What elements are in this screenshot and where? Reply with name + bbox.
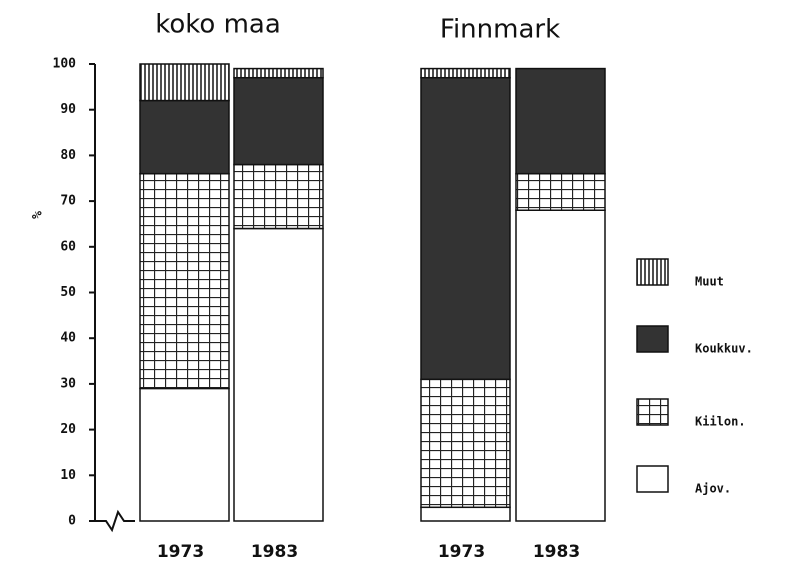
y-tick-label: 50 bbox=[60, 285, 76, 300]
bar-segment bbox=[233, 163, 324, 230]
bar-segment bbox=[139, 172, 230, 390]
bar-segment bbox=[515, 209, 606, 522]
axis-break bbox=[95, 509, 135, 533]
bar-segment bbox=[420, 378, 511, 509]
bar-segment bbox=[139, 99, 230, 175]
legend-label: Koukkuv. bbox=[695, 342, 753, 356]
bar-segment bbox=[233, 227, 324, 522]
y-axis-label: % bbox=[31, 211, 46, 219]
y-tick-label: 20 bbox=[60, 422, 76, 437]
legend-label: Muut bbox=[695, 275, 724, 289]
legend-swatch bbox=[636, 325, 669, 353]
y-tick-label: 10 bbox=[60, 468, 76, 483]
bar-segment bbox=[515, 172, 606, 211]
bar-segment bbox=[515, 67, 606, 175]
bar-segment bbox=[139, 63, 230, 102]
group-label: koko maa bbox=[155, 10, 281, 40]
y-tick-label: 0 bbox=[68, 514, 76, 529]
legend-swatch bbox=[636, 465, 669, 493]
y-tick-label: 30 bbox=[60, 376, 76, 391]
legend-label: Kiilon. bbox=[695, 415, 746, 429]
x-tick-label: 1973 bbox=[157, 542, 204, 562]
x-tick-label: 1983 bbox=[533, 542, 580, 562]
y-tick-label: 80 bbox=[60, 148, 76, 163]
x-tick-label: 1973 bbox=[438, 542, 485, 562]
bar-segment bbox=[233, 76, 324, 166]
legend-swatch bbox=[636, 398, 669, 426]
y-tick-label: 70 bbox=[60, 194, 76, 209]
bar-segment bbox=[139, 387, 230, 522]
y-tick-label: 60 bbox=[60, 239, 76, 254]
legend-swatch bbox=[636, 258, 669, 286]
bar-segment bbox=[233, 67, 324, 79]
y-tick-label: 40 bbox=[60, 331, 76, 346]
bar-segment bbox=[420, 76, 511, 381]
x-tick-label: 1983 bbox=[251, 542, 298, 562]
bar-segment bbox=[420, 67, 511, 79]
y-tick-label: 90 bbox=[60, 102, 76, 117]
group-label: Finnmark bbox=[440, 15, 560, 45]
y-tick-label: 100 bbox=[53, 57, 77, 72]
bar-segment bbox=[420, 506, 511, 522]
legend-label: Ajov. bbox=[695, 482, 731, 496]
